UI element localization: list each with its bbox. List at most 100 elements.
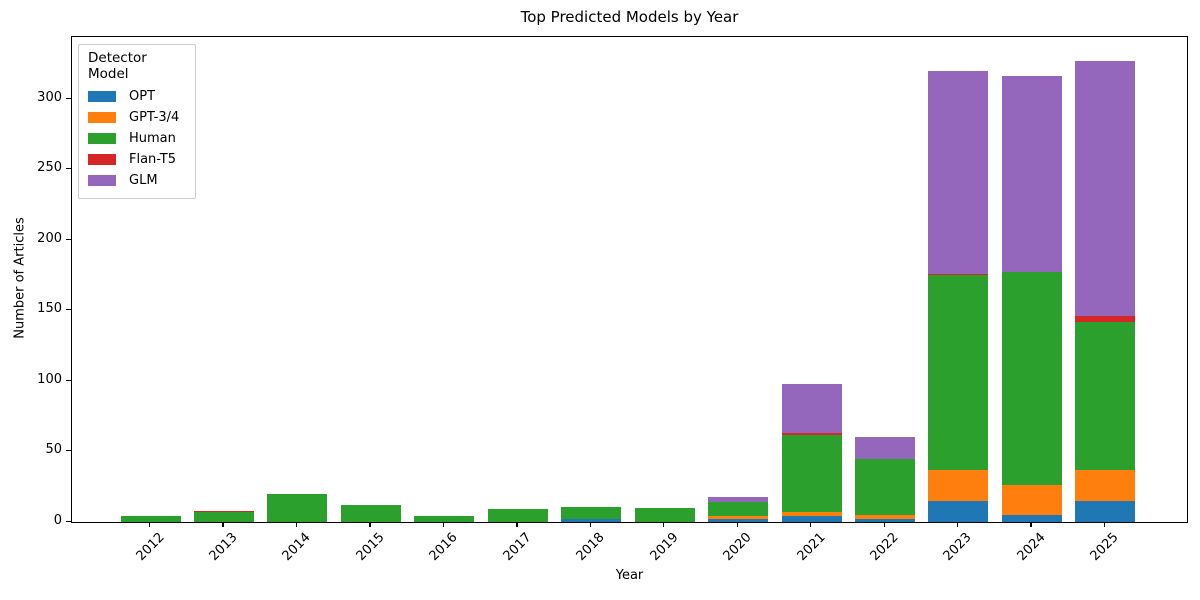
y-tick-label: 250 <box>37 160 62 176</box>
y-tick-label: 50 <box>45 442 62 457</box>
x-tick-mark <box>1103 522 1106 527</box>
bar-segment-human-2024 <box>1001 272 1062 486</box>
x-tick-mark <box>736 522 738 527</box>
legend-label: Human <box>129 131 176 146</box>
bar-segment-human-2018 <box>561 506 622 520</box>
bar-segment-gpt-3-4-2023 <box>928 469 989 501</box>
bar-segment-glm-2021 <box>781 383 842 434</box>
x-tick-mark <box>663 522 665 527</box>
bar-segment-gpt-3-4-2024 <box>1001 485 1062 515</box>
x-tick-label-2013: 2013 <box>206 530 241 565</box>
bar-segment-gpt-3-4-2021 <box>781 512 842 517</box>
x-tick-label-2012: 2012 <box>133 530 168 565</box>
legend-swatch-icon <box>88 133 116 144</box>
x-tick-label-2018: 2018 <box>573 530 608 565</box>
bar-segment-glm-2022 <box>855 437 915 459</box>
legend-item-flan-t5: Flan-T5 <box>88 149 186 170</box>
legend: Detector Model OPT GPT-3/4 Human Flan-T5 GLM <box>78 44 196 199</box>
x-tick-label-2024: 2024 <box>1014 530 1049 565</box>
legend-label: OPT <box>129 89 156 104</box>
y-tick-label: 300 <box>37 89 62 105</box>
y-tick-mark <box>66 309 71 311</box>
x-axis-label: Year <box>615 568 644 583</box>
bar-segment-human-2019 <box>634 507 695 522</box>
legend-title: Detector Model <box>88 50 147 82</box>
bar-segment-gpt-3-4-2025 <box>1075 469 1136 501</box>
x-tick-mark <box>956 522 959 527</box>
y-tick-mark <box>66 97 71 99</box>
legend-label: Flan-T5 <box>129 152 177 167</box>
y-tick-mark <box>66 450 71 452</box>
x-tick-label-2023: 2023 <box>941 530 976 565</box>
bar-segment-glm-2024 <box>1001 76 1062 273</box>
bar-segment-opt-2018 <box>561 519 622 522</box>
x-tick-mark <box>369 522 371 527</box>
bar-segment-opt-2024 <box>1001 514 1062 522</box>
y-axis-label: Number of Articles <box>12 217 28 339</box>
y-tick-mark <box>66 379 71 381</box>
legend-item-human: Human <box>88 128 186 149</box>
bar-segment-gpt-3-4-2022 <box>855 514 915 520</box>
legend-items: OPT GPT-3/4 Human Flan-T5 GLM <box>88 86 186 191</box>
x-tick-label-2015: 2015 <box>353 530 388 565</box>
bar-segment-gpt-3-4-2020 <box>708 516 769 520</box>
x-tick-label-2019: 2019 <box>647 530 682 565</box>
x-tick-mark <box>1030 522 1032 527</box>
y-tick-label: 100 <box>37 371 62 387</box>
x-tick-mark <box>516 522 518 527</box>
legend-swatch-icon <box>88 112 116 123</box>
bar-segment-human-2013 <box>193 512 254 522</box>
y-tick-mark <box>66 520 71 522</box>
bar-segment-opt-2021 <box>781 516 842 522</box>
bar-segment-flan-t5-2023 <box>928 273 989 276</box>
legend-swatch-icon <box>88 154 116 165</box>
bar-segment-flan-t5-2013 <box>193 510 254 513</box>
legend-swatch-icon <box>88 175 116 186</box>
x-tick-label-2014: 2014 <box>279 530 314 565</box>
x-tick-mark <box>149 522 151 527</box>
bar-segment-flan-t5-2021 <box>781 433 842 435</box>
bar-segment-opt-2023 <box>928 500 989 522</box>
bar-segment-opt-2025 <box>1075 500 1136 522</box>
x-tick-mark <box>589 522 591 527</box>
x-tick-label-2025: 2025 <box>1087 530 1122 565</box>
legend-swatch-icon <box>88 91 116 102</box>
legend-label: GPT-3/4 <box>129 110 180 125</box>
chart-title: Top Predicted Models by Year <box>520 8 739 26</box>
bar-segment-glm-2023 <box>928 70 989 274</box>
y-tick-mark <box>66 238 71 240</box>
bar-segment-human-2012 <box>120 516 181 522</box>
y-tick-label: 0 <box>53 512 62 528</box>
bar-segment-flan-t5-2025 <box>1075 316 1136 322</box>
y-tick-label: 200 <box>37 230 62 246</box>
bar-segment-opt-2020 <box>708 519 769 522</box>
x-tick-label-2017: 2017 <box>500 530 535 565</box>
x-tick-label-2021: 2021 <box>794 530 829 565</box>
bar-segment-human-2022 <box>855 458 915 515</box>
x-tick-label-2022: 2022 <box>867 530 902 565</box>
y-tick-label: 150 <box>37 301 62 317</box>
bar-segment-human-2021 <box>781 434 842 513</box>
x-tick-label-2016: 2016 <box>426 530 461 565</box>
bar-segment-human-2015 <box>340 505 401 522</box>
x-tick-mark <box>883 522 885 527</box>
y-tick-mark <box>66 168 71 170</box>
chart-plot-area <box>71 36 1188 523</box>
bar-segment-human-2020 <box>708 502 769 517</box>
bar-segment-human-2014 <box>267 493 328 522</box>
x-tick-mark <box>295 522 298 527</box>
legend-item-gpt-3-4: GPT-3/4 <box>88 107 186 128</box>
x-tick-mark <box>222 522 224 527</box>
bar-segment-human-2017 <box>487 509 548 522</box>
legend-item-glm: GLM <box>88 170 186 191</box>
bar-segment-human-2025 <box>1075 321 1136 470</box>
bar-segment-human-2016 <box>414 516 475 522</box>
legend-item-opt: OPT <box>88 86 186 107</box>
x-tick-mark <box>442 522 445 527</box>
x-tick-mark <box>810 522 812 527</box>
bar-segment-glm-2020 <box>708 496 769 503</box>
bar-segment-glm-2025 <box>1075 60 1136 317</box>
bar-segment-human-2023 <box>928 275 989 470</box>
x-tick-label-2020: 2020 <box>720 530 755 565</box>
bar-segment-opt-2022 <box>855 519 915 522</box>
